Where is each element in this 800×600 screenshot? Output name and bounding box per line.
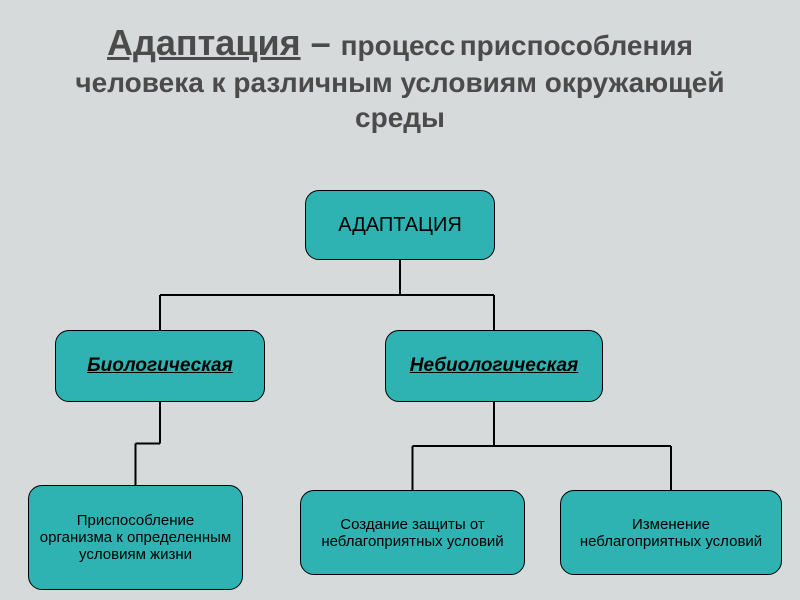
node-bio_leaf: Приспособление организма к определенным … bbox=[28, 485, 243, 590]
slide-title: Адаптация – процесс приспособления челов… bbox=[0, 0, 800, 135]
node-nonbio_leaf2: Изменение неблагоприятных условий bbox=[560, 490, 782, 575]
node-root: АДАПТАЦИЯ bbox=[305, 190, 495, 260]
node-label: Приспособление организма к определенным … bbox=[39, 512, 232, 563]
node-nonbio: Небиологическая bbox=[385, 330, 603, 402]
title-separator: – bbox=[301, 22, 341, 63]
node-label: Изменение неблагоприятных условий bbox=[571, 516, 771, 550]
node-bio: Биологическая bbox=[55, 330, 265, 402]
node-label: Создание защиты от неблагоприятных услов… bbox=[311, 516, 514, 550]
title-process: процесс bbox=[341, 30, 456, 61]
node-label: АДАПТАЦИЯ bbox=[338, 214, 462, 237]
node-label: Биологическая bbox=[87, 355, 233, 377]
node-label: Небиологическая bbox=[410, 355, 578, 377]
node-nonbio_leaf1: Создание защиты от неблагоприятных услов… bbox=[300, 490, 525, 575]
slide: Адаптация – процесс приспособления челов… bbox=[0, 0, 800, 600]
title-main: Адаптация bbox=[107, 22, 301, 63]
